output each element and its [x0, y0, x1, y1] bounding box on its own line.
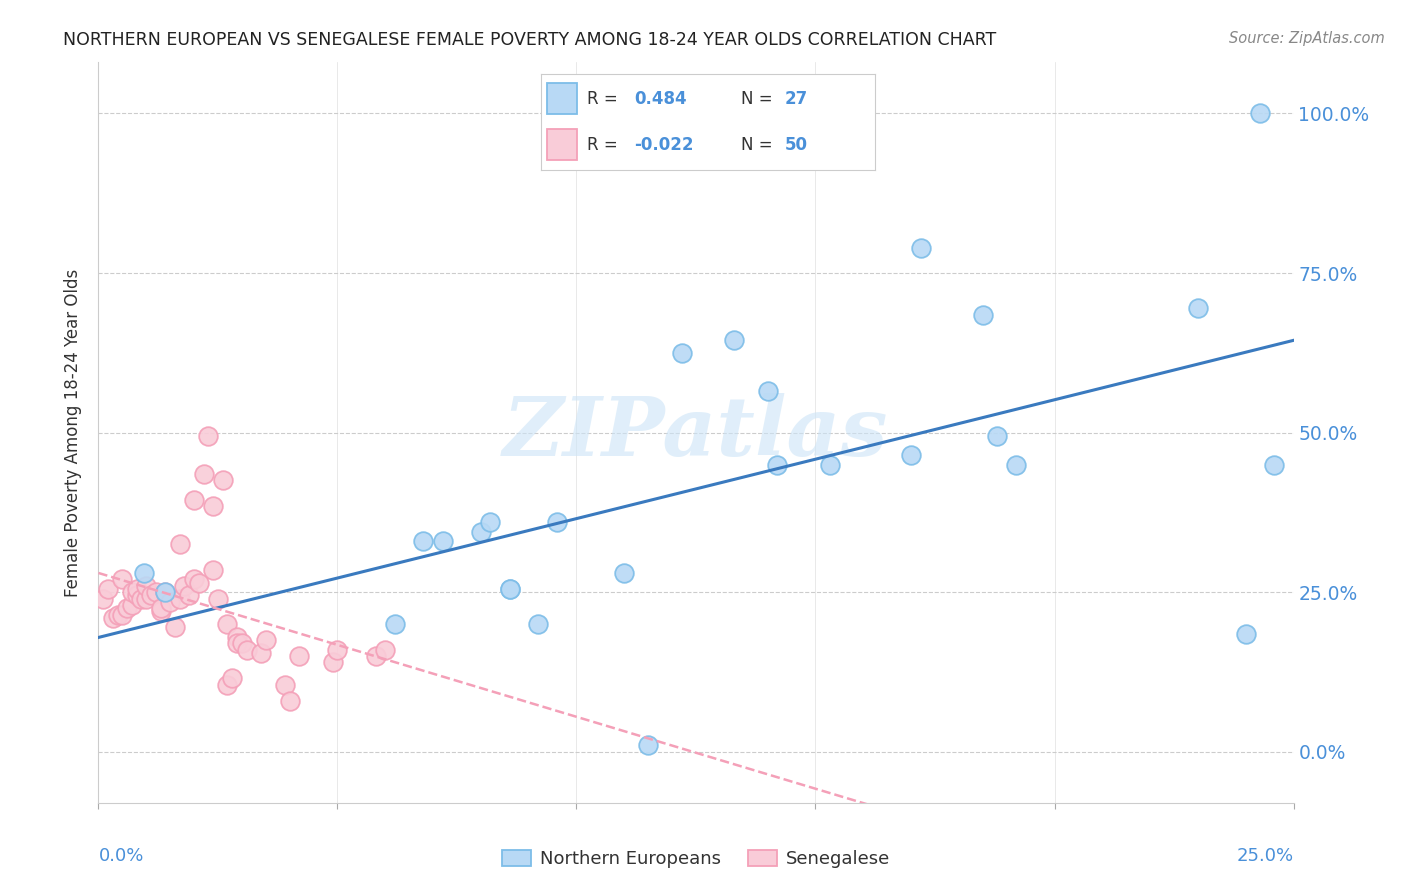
Point — [97, 582, 120, 596]
Point — [169, 591, 191, 606]
Point — [972, 308, 994, 322]
Point — [131, 591, 153, 606]
Point — [202, 499, 225, 513]
Point — [498, 582, 520, 596]
Point — [527, 617, 550, 632]
Point — [1249, 106, 1271, 120]
Point — [766, 458, 789, 472]
Point — [101, 611, 124, 625]
Point — [139, 588, 162, 602]
Text: ZIPatlas: ZIPatlas — [503, 392, 889, 473]
Point — [226, 636, 249, 650]
Point — [432, 534, 454, 549]
Point — [235, 642, 257, 657]
Point — [479, 515, 502, 529]
Point — [613, 566, 636, 580]
Point — [202, 563, 225, 577]
Point — [155, 585, 177, 599]
Text: 0.0%: 0.0% — [98, 847, 143, 865]
Point — [145, 585, 167, 599]
Point — [221, 671, 243, 685]
Point — [1187, 301, 1209, 315]
Point — [986, 429, 1008, 443]
Text: NORTHERN EUROPEAN VS SENEGALESE FEMALE POVERTY AMONG 18-24 YEAR OLDS CORRELATION: NORTHERN EUROPEAN VS SENEGALESE FEMALE P… — [63, 31, 997, 49]
Point — [132, 566, 155, 580]
Point — [274, 678, 297, 692]
Point — [107, 607, 129, 622]
Point — [288, 648, 311, 663]
Point — [1234, 626, 1257, 640]
Point — [322, 656, 344, 670]
Point — [155, 585, 177, 599]
Point — [135, 579, 157, 593]
Point — [135, 591, 157, 606]
Point — [111, 607, 134, 622]
Point — [159, 595, 181, 609]
Point — [217, 617, 239, 632]
Legend: Northern Europeans, Senegalese: Northern Europeans, Senegalese — [495, 843, 897, 875]
Point — [115, 601, 138, 615]
Point — [125, 582, 148, 596]
Point — [121, 598, 143, 612]
Text: Source: ZipAtlas.com: Source: ZipAtlas.com — [1229, 31, 1385, 46]
Point — [183, 492, 205, 507]
Point — [91, 591, 114, 606]
Point — [412, 534, 434, 549]
Point — [149, 601, 172, 615]
Point — [250, 646, 273, 660]
Point — [900, 448, 922, 462]
Point — [226, 630, 249, 644]
Point — [671, 346, 693, 360]
Point — [111, 573, 134, 587]
Y-axis label: Female Poverty Among 18-24 Year Olds: Female Poverty Among 18-24 Year Olds — [65, 268, 83, 597]
Point — [207, 591, 229, 606]
Point — [197, 429, 219, 443]
Point — [179, 588, 201, 602]
Point — [470, 524, 492, 539]
Point — [163, 620, 186, 634]
Point — [278, 694, 301, 708]
Point — [546, 515, 568, 529]
Point — [326, 642, 349, 657]
Point — [121, 585, 143, 599]
Point — [384, 617, 406, 632]
Point — [254, 633, 277, 648]
Point — [187, 575, 209, 590]
Text: 25.0%: 25.0% — [1236, 847, 1294, 865]
Point — [756, 384, 779, 398]
Point — [173, 579, 195, 593]
Point — [374, 642, 396, 657]
Point — [149, 604, 172, 618]
Point — [364, 648, 387, 663]
Point — [637, 739, 659, 753]
Point — [217, 678, 239, 692]
Point — [183, 573, 205, 587]
Point — [1263, 458, 1285, 472]
Point — [125, 588, 148, 602]
Point — [498, 582, 520, 596]
Point — [193, 467, 215, 482]
Point — [818, 458, 841, 472]
Point — [211, 474, 233, 488]
Point — [1005, 458, 1028, 472]
Point — [723, 333, 745, 347]
Point — [169, 537, 191, 551]
Point — [910, 240, 932, 255]
Point — [231, 636, 253, 650]
